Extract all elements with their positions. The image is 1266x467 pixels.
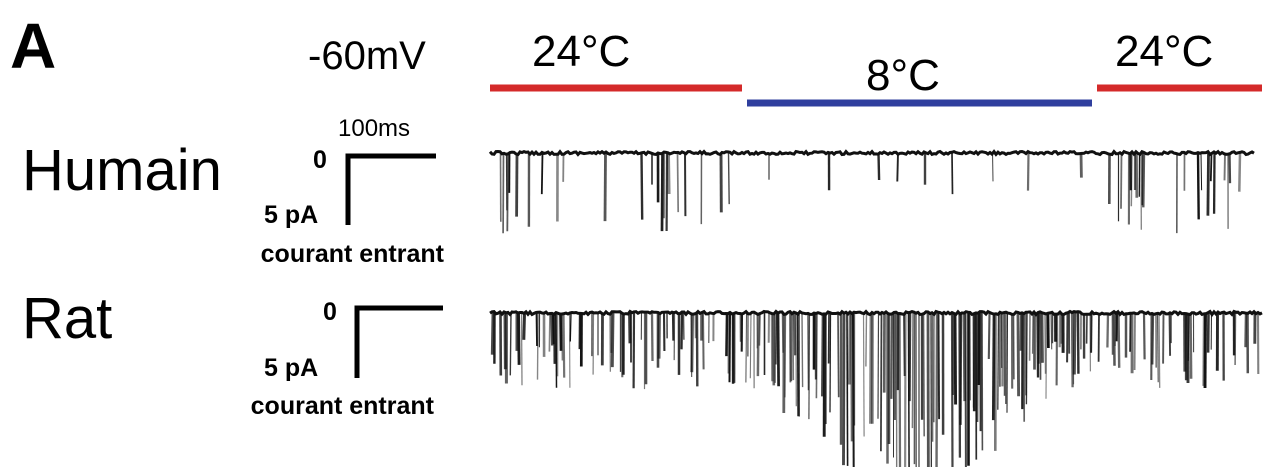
temperature-label-3: 24°C: [1115, 27, 1214, 76]
zero-label-rat: 0: [323, 298, 337, 326]
inward-current-label-human: courant entrant: [260, 240, 444, 268]
temperature-label-2: 8°C: [866, 51, 940, 100]
current-trace-rat: [489, 309, 1263, 467]
time-scale-label: 100ms: [338, 115, 411, 142]
zero-label-human: 0: [313, 146, 327, 174]
scale-bar-human: [345, 153, 436, 225]
panel-label: A: [10, 10, 57, 82]
temperature-label-1: 24°C: [532, 27, 631, 76]
species-label-rat: Rat: [22, 286, 113, 351]
scale-bar-rat: [354, 305, 443, 378]
current-trace-human: [488, 149, 1255, 234]
current-scale-label-human: 5 pA: [264, 201, 319, 229]
species-label-human: Humain: [22, 138, 222, 203]
current-scale-label-rat: 5 pA: [264, 354, 319, 382]
holding-voltage: -60mV: [308, 34, 426, 78]
inward-current-label-rat: courant entrant: [250, 392, 434, 420]
